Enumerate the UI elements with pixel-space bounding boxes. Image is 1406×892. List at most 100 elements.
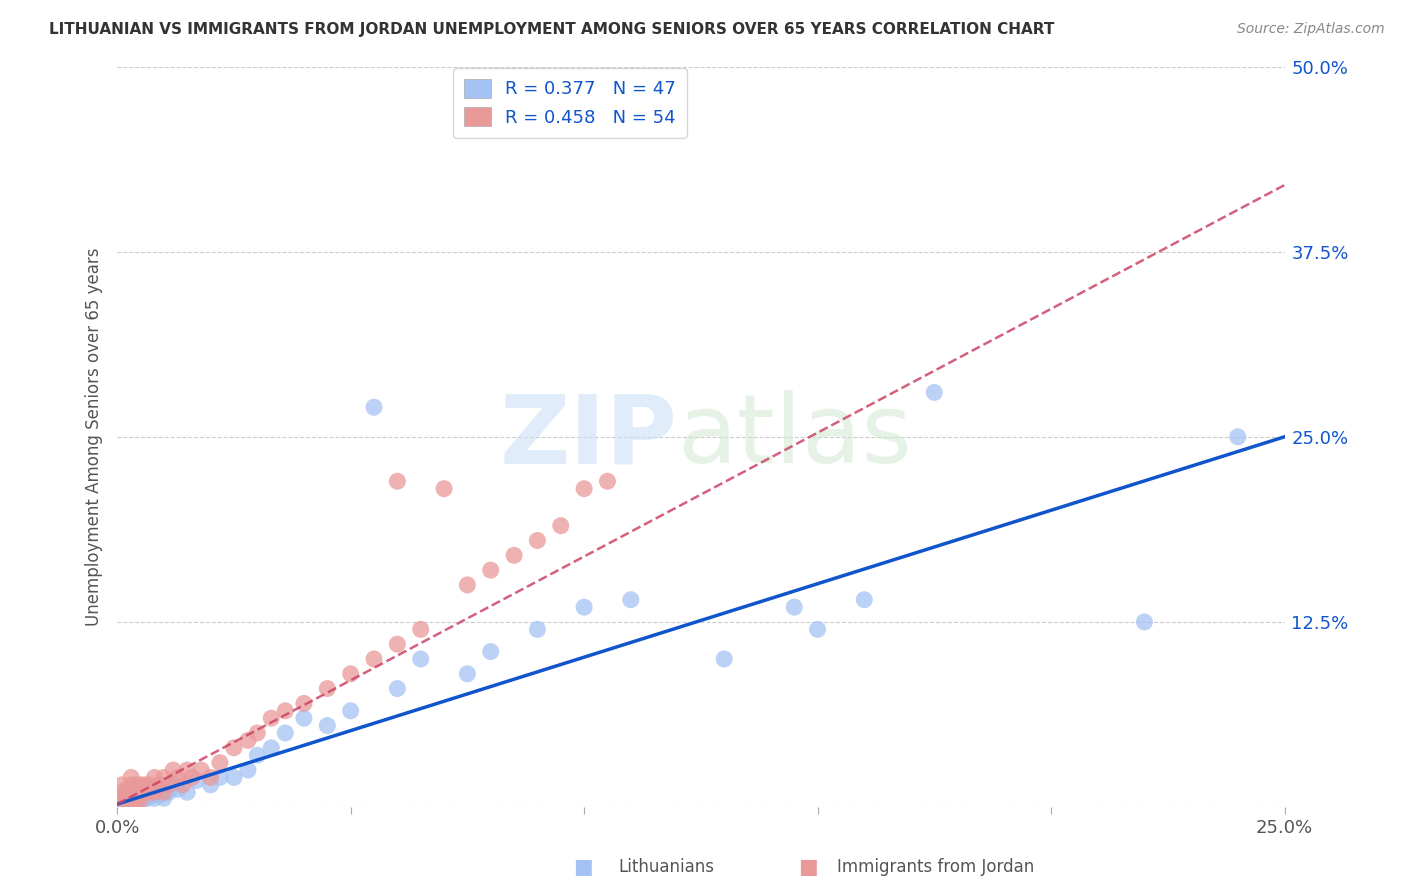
- Point: [139, 789, 162, 804]
- Point: [176, 763, 198, 777]
- Point: [134, 785, 156, 799]
- Point: [503, 549, 526, 563]
- Point: [153, 791, 176, 805]
- Point: [596, 475, 619, 489]
- Point: [129, 788, 152, 802]
- Text: atlas: atlas: [678, 391, 912, 483]
- Point: [433, 482, 456, 496]
- Point: [572, 482, 595, 496]
- Point: [620, 592, 643, 607]
- Point: [111, 792, 134, 806]
- Point: [120, 771, 142, 785]
- Point: [162, 763, 184, 777]
- Point: [129, 785, 152, 799]
- Point: [143, 785, 166, 799]
- Point: [456, 578, 478, 592]
- Point: [139, 782, 162, 797]
- Point: [387, 637, 409, 651]
- Point: [222, 740, 245, 755]
- Text: ■: ■: [574, 857, 593, 877]
- Text: ZIP: ZIP: [499, 391, 678, 483]
- Point: [339, 704, 361, 718]
- Point: [167, 782, 190, 797]
- Point: [339, 666, 361, 681]
- Point: [456, 666, 478, 681]
- Point: [129, 792, 152, 806]
- Text: Immigrants from Jordan: Immigrants from Jordan: [837, 858, 1033, 876]
- Legend: R = 0.377   N = 47, R = 0.458   N = 54: R = 0.377 N = 47, R = 0.458 N = 54: [453, 68, 688, 137]
- Point: [1226, 430, 1249, 444]
- Text: ■: ■: [799, 857, 818, 877]
- Point: [125, 785, 148, 799]
- Text: Source: ZipAtlas.com: Source: ZipAtlas.com: [1237, 22, 1385, 37]
- Point: [115, 788, 138, 802]
- Point: [111, 785, 134, 799]
- Point: [363, 652, 385, 666]
- Point: [143, 785, 166, 799]
- Point: [200, 778, 222, 792]
- Point: [274, 726, 297, 740]
- Point: [363, 401, 385, 415]
- Point: [120, 778, 142, 792]
- Point: [1133, 615, 1156, 629]
- Point: [208, 756, 231, 770]
- Point: [120, 785, 142, 799]
- Point: [172, 778, 194, 792]
- Point: [134, 785, 156, 799]
- Point: [143, 791, 166, 805]
- Y-axis label: Unemployment Among Seniors over 65 years: Unemployment Among Seniors over 65 years: [86, 248, 103, 626]
- Point: [274, 704, 297, 718]
- Point: [148, 778, 170, 792]
- Point: [134, 778, 156, 792]
- Point: [180, 771, 202, 785]
- Point: [236, 763, 259, 777]
- Point: [125, 791, 148, 805]
- Point: [292, 711, 315, 725]
- Point: [526, 533, 548, 548]
- Point: [236, 733, 259, 747]
- Point: [572, 600, 595, 615]
- Point: [260, 711, 283, 725]
- Point: [129, 778, 152, 792]
- Point: [153, 782, 176, 797]
- Point: [479, 644, 502, 658]
- Point: [222, 771, 245, 785]
- Text: Lithuanians: Lithuanians: [619, 858, 714, 876]
- Point: [246, 726, 269, 740]
- Point: [208, 771, 231, 785]
- Text: LITHUANIAN VS IMMIGRANTS FROM JORDAN UNEMPLOYMENT AMONG SENIORS OVER 65 YEARS CO: LITHUANIAN VS IMMIGRANTS FROM JORDAN UNE…: [49, 22, 1054, 37]
- Point: [115, 782, 138, 797]
- Point: [162, 778, 184, 792]
- Point: [148, 788, 170, 802]
- Point: [526, 623, 548, 637]
- Point: [246, 748, 269, 763]
- Point: [176, 785, 198, 799]
- Point: [139, 785, 162, 799]
- Point: [125, 778, 148, 792]
- Point: [115, 792, 138, 806]
- Point: [125, 792, 148, 806]
- Point: [550, 518, 572, 533]
- Point: [806, 623, 828, 637]
- Point: [200, 771, 222, 785]
- Point: [853, 592, 876, 607]
- Point: [292, 697, 315, 711]
- Point: [316, 681, 339, 696]
- Point: [143, 771, 166, 785]
- Point: [120, 794, 142, 808]
- Point: [115, 792, 138, 806]
- Point: [111, 778, 134, 792]
- Point: [120, 788, 142, 802]
- Point: [157, 785, 180, 799]
- Point: [125, 785, 148, 799]
- Point: [139, 778, 162, 792]
- Point: [409, 652, 432, 666]
- Point: [924, 385, 946, 400]
- Point: [134, 792, 156, 806]
- Point: [167, 771, 190, 785]
- Point: [129, 794, 152, 808]
- Point: [186, 773, 208, 788]
- Point: [153, 785, 176, 799]
- Point: [120, 792, 142, 806]
- Point: [111, 796, 134, 810]
